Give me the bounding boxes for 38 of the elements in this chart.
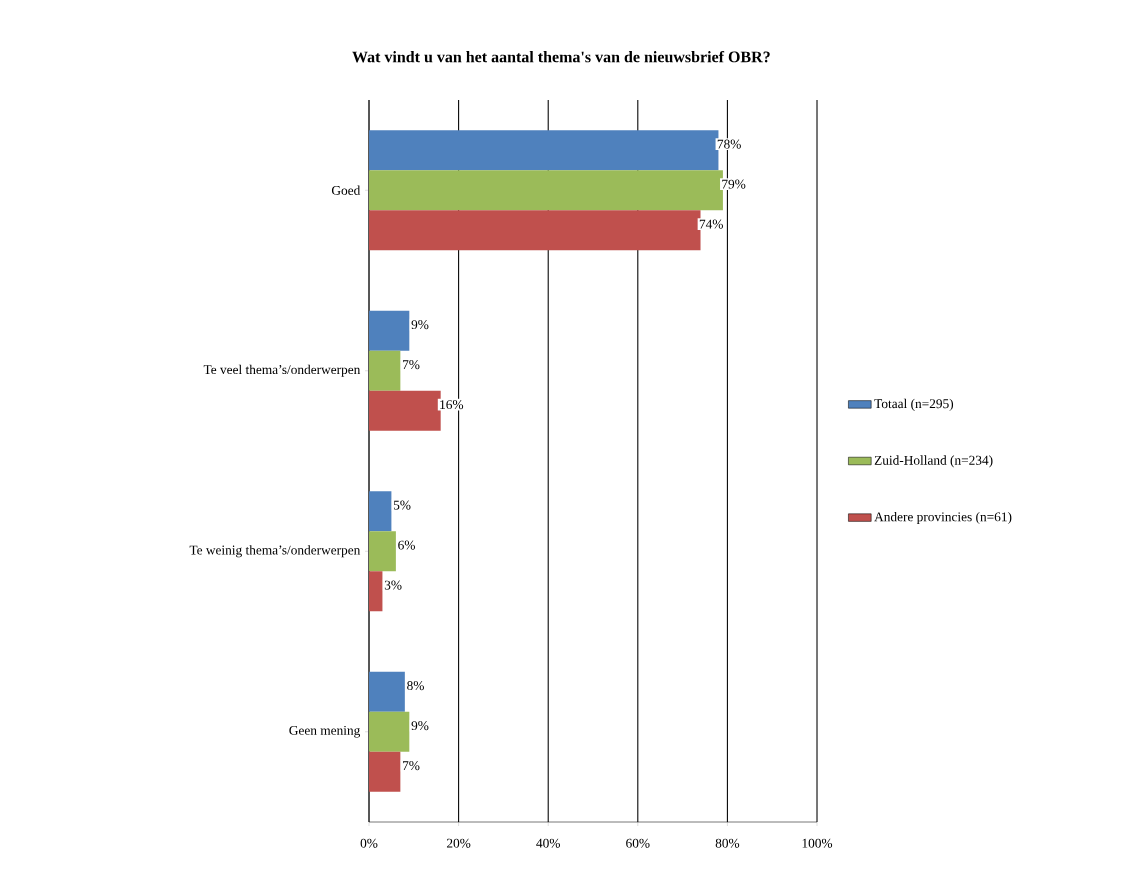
bar [369,571,383,612]
bar [369,210,701,251]
legend-label: Andere provincies (n=61) [874,511,1012,525]
data-label: 6% [398,540,415,550]
bar [369,310,410,351]
data-label: 74% [699,219,723,229]
y-tick-label: Te veel thema’s/onderwerpen [203,364,361,377]
bar [369,350,401,391]
data-label: 16% [440,400,464,410]
data-label: 7% [403,360,420,370]
x-tick-label: 0% [360,838,378,848]
bar [369,751,401,792]
y-tick-label: Te weinig thema’s/onderwerpen [189,545,361,558]
bar [369,170,723,211]
data-label: 9% [411,320,429,330]
legend-label: Totaal (n=295) [874,398,954,411]
x-tick-label: 80% [715,838,740,848]
bar [369,130,719,171]
data-label: 5% [393,500,411,510]
x-tick-label: 100% [802,838,833,848]
x-tick-label: 40% [536,838,560,848]
legend-label: Zuid-Holland (n=234) [874,455,993,468]
x-tick-label: 20% [446,838,471,848]
bar [369,390,441,431]
x-tick-label: 60% [626,838,650,848]
data-label: 9% [411,721,429,731]
chart-title: Wat vindt u van het aantal thema's van de nieuwsbrief OBR? [352,50,770,63]
bar [369,671,405,712]
y-tick-label: Goed [331,185,361,195]
y-tick-label: Geen mening [289,725,361,738]
data-label: 79% [722,179,746,189]
data-label: 78% [717,139,741,149]
bar [369,491,392,532]
bar [369,711,410,752]
data-label: 3% [384,580,402,590]
bar [369,531,396,572]
data-label: 8% [407,681,424,691]
data-label: 7% [403,761,420,771]
